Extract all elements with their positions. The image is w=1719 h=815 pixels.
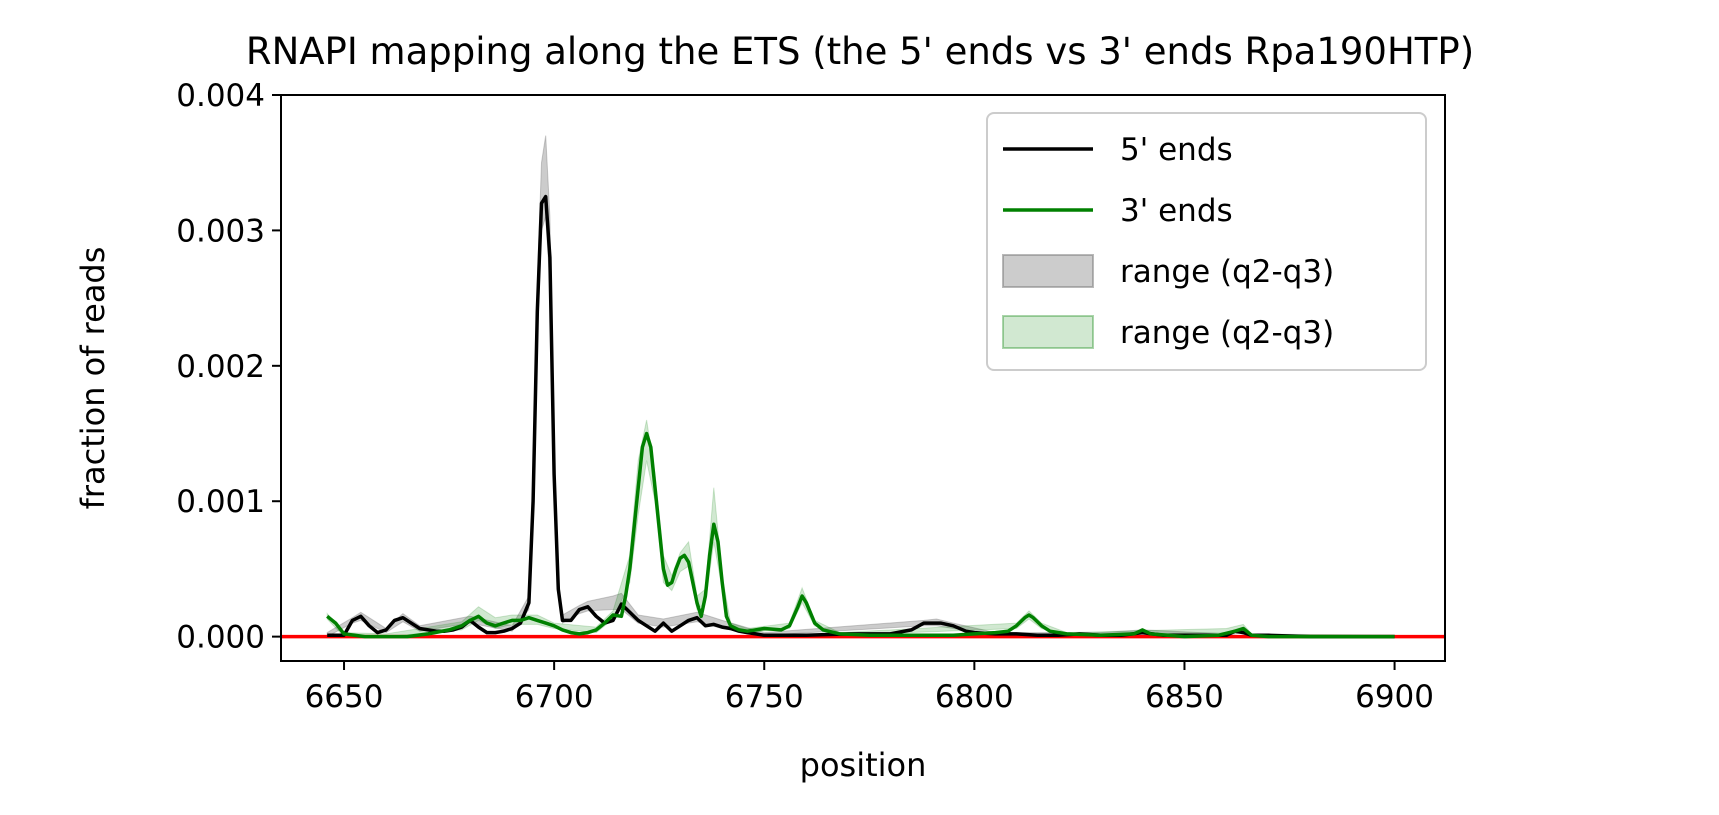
y-tick-label: 0.003 <box>176 213 265 249</box>
x-axis: 6650 6700 6750 6800 6850 6900 <box>305 661 1434 715</box>
y-tick-label: 0.001 <box>176 484 265 520</box>
x-tick-label: 6900 <box>1355 679 1434 715</box>
x-tick-label: 6700 <box>515 679 594 715</box>
y-tick-label: 0.004 <box>176 78 265 114</box>
x-tick-label: 6800 <box>935 679 1014 715</box>
y-tick-label: 0.000 <box>176 620 265 656</box>
x-axis-label: position <box>800 746 927 784</box>
y-tick-label: 0.002 <box>176 349 265 385</box>
x-tick-label: 6650 <box>305 679 384 715</box>
chart-title: RNAPI mapping along the ETS (the 5' ends… <box>246 30 1474 73</box>
series-layer <box>326 194 1395 639</box>
legend-patch-swatch <box>1002 315 1094 349</box>
legend-patch-swatch <box>1002 254 1094 288</box>
y-axis: 0.000 0.001 0.002 0.003 0.004 <box>176 78 281 656</box>
series-line-3prime-ends <box>326 431 1395 639</box>
plot-frame <box>280 94 1446 662</box>
legend-label: 5' ends <box>1120 132 1233 168</box>
legend-items: 5' ends 3' ends range (q2-q3) range (q2-q3) <box>1002 132 1334 351</box>
y-axis-label: fraction of reads <box>74 247 112 510</box>
legend: 5' ends 3' ends range (q2-q3) range (q2-q3) <box>986 112 1427 371</box>
x-tick-label: 6750 <box>725 679 804 715</box>
legend-label: range (q2-q3) <box>1120 254 1334 290</box>
legend-frame <box>986 112 1427 371</box>
x-tick-label: 6850 <box>1145 679 1224 715</box>
legend-label: range (q2-q3) <box>1120 315 1334 351</box>
legend-label: 3' ends <box>1120 193 1233 229</box>
